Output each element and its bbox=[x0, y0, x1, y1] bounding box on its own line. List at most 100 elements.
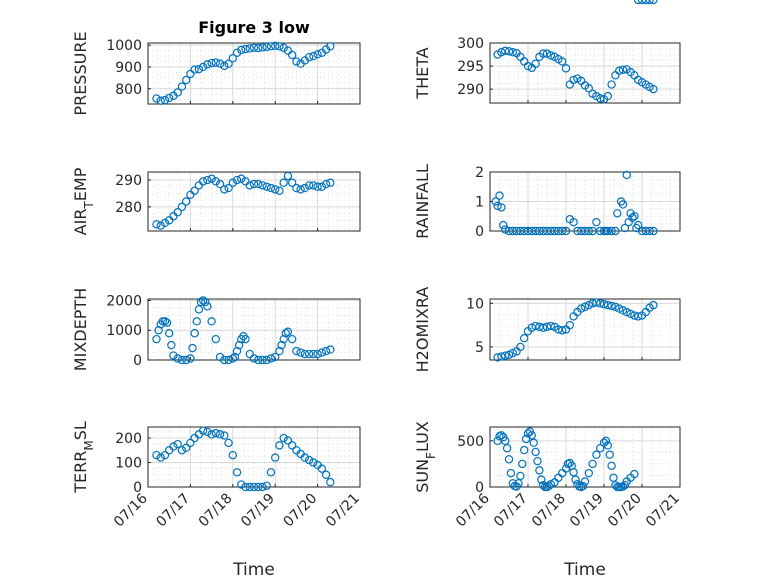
data-point bbox=[181, 197, 191, 206]
data-point bbox=[615, 66, 624, 75]
x-tick-label: 07/18 bbox=[196, 491, 236, 531]
data-point bbox=[537, 475, 546, 484]
y-axis-label: THETA bbox=[413, 47, 432, 99]
data-point bbox=[207, 430, 216, 439]
data-point bbox=[194, 305, 204, 314]
data-point bbox=[558, 326, 567, 335]
data-point bbox=[207, 174, 216, 183]
data-point bbox=[588, 459, 597, 469]
data-point bbox=[245, 44, 254, 53]
data-point bbox=[592, 217, 601, 227]
data-point bbox=[271, 185, 280, 194]
data-point bbox=[493, 353, 502, 362]
data-point bbox=[266, 42, 276, 51]
data-point bbox=[160, 450, 170, 460]
y-axis-label: SUNFLUX bbox=[413, 421, 438, 493]
data-point bbox=[292, 183, 301, 193]
data-point bbox=[558, 57, 567, 66]
y-tick-label: 0 bbox=[133, 480, 142, 496]
data-point bbox=[491, 197, 500, 206]
data-point bbox=[258, 355, 267, 365]
data-point bbox=[249, 354, 259, 363]
data-point bbox=[531, 447, 540, 457]
data-point bbox=[196, 297, 206, 307]
data-point bbox=[628, 213, 637, 222]
x-tick-label: 07/17 bbox=[153, 491, 193, 531]
data-point bbox=[254, 355, 263, 365]
data-point bbox=[527, 431, 537, 440]
data-point bbox=[539, 323, 548, 332]
data-point bbox=[190, 65, 199, 74]
data-point bbox=[177, 446, 187, 455]
data-point bbox=[535, 466, 544, 475]
axes-mixdepth: 0 1000 2000 MIXDEPTH bbox=[71, 288, 361, 371]
x-tick-label: 07/18 bbox=[529, 491, 569, 531]
data-point bbox=[173, 354, 182, 363]
data-point bbox=[592, 298, 601, 307]
data-point bbox=[508, 48, 517, 57]
data-point bbox=[192, 317, 201, 326]
data-point bbox=[262, 182, 271, 191]
data-point bbox=[156, 221, 165, 230]
data-point bbox=[241, 44, 250, 54]
y-tick-label: 1000 bbox=[106, 323, 142, 339]
data-point bbox=[561, 226, 571, 236]
data-point bbox=[521, 434, 531, 444]
data-point bbox=[271, 41, 280, 51]
data-point bbox=[254, 43, 263, 53]
data-point bbox=[611, 302, 620, 312]
data-point bbox=[249, 179, 259, 189]
data-point bbox=[215, 179, 225, 189]
data-point bbox=[254, 482, 263, 492]
data-point bbox=[580, 477, 590, 486]
data-point bbox=[232, 346, 242, 356]
data-point bbox=[266, 183, 276, 193]
data-point bbox=[313, 182, 322, 191]
data-point bbox=[558, 226, 567, 236]
data-point bbox=[300, 349, 310, 359]
data-point bbox=[283, 436, 293, 445]
data-point bbox=[186, 354, 195, 363]
data-point bbox=[287, 178, 297, 187]
axes-air_temp: 280 290 AIRTEMP bbox=[71, 167, 361, 235]
data-point bbox=[313, 349, 322, 359]
data-point bbox=[304, 349, 314, 359]
data-point bbox=[283, 171, 293, 181]
y-tick-label: 2 bbox=[475, 165, 484, 181]
data-point bbox=[497, 431, 506, 440]
data-point bbox=[271, 453, 280, 462]
y-tick-label: 280 bbox=[115, 200, 142, 216]
data-point bbox=[520, 445, 529, 455]
data-point bbox=[531, 59, 540, 68]
data-point bbox=[313, 50, 322, 59]
data-point bbox=[607, 80, 616, 89]
data-point bbox=[283, 327, 293, 336]
x-axis-label: Time bbox=[563, 560, 606, 580]
data-point bbox=[504, 455, 514, 464]
data-point bbox=[232, 468, 242, 477]
data-point bbox=[249, 482, 259, 492]
data-point bbox=[300, 453, 310, 462]
data-point bbox=[304, 52, 314, 62]
x-tick-label: 07/21 bbox=[323, 491, 363, 531]
data-point bbox=[516, 342, 525, 352]
data-point bbox=[501, 46, 510, 56]
x-tick-label: 07/21 bbox=[643, 491, 683, 531]
data-point bbox=[194, 64, 204, 74]
data-point bbox=[304, 181, 314, 190]
data-point bbox=[326, 178, 335, 187]
data-point bbox=[596, 444, 605, 453]
data-point bbox=[224, 438, 233, 448]
data-point bbox=[304, 455, 314, 465]
data-point bbox=[156, 96, 165, 105]
data-point bbox=[499, 220, 508, 230]
axes-background bbox=[489, 426, 681, 488]
data-point bbox=[317, 348, 327, 357]
data-point bbox=[241, 482, 250, 492]
data-point bbox=[645, 0, 654, 5]
x-tick-label: 07/20 bbox=[605, 491, 645, 531]
data-point bbox=[504, 350, 514, 359]
data-point bbox=[245, 482, 254, 492]
axes-frame bbox=[489, 42, 681, 104]
data-point bbox=[198, 296, 208, 305]
